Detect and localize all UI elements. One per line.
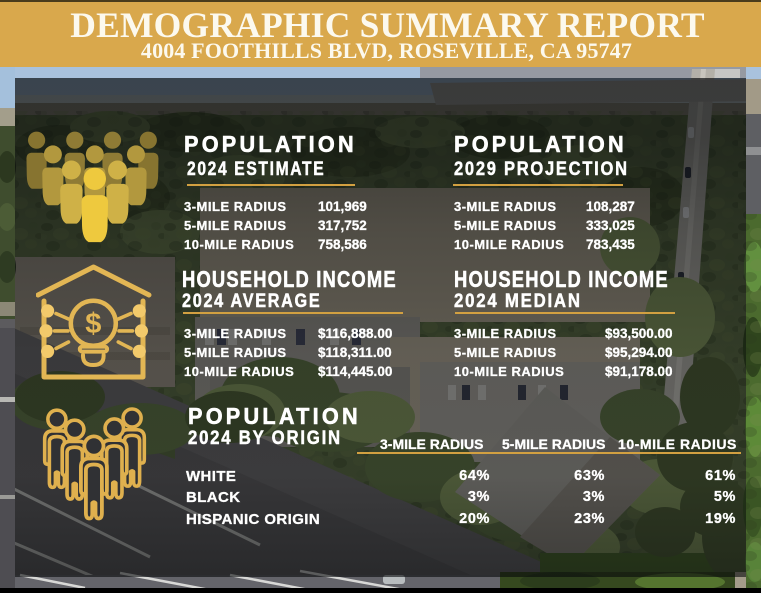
- svg-text:$: $: [85, 308, 101, 340]
